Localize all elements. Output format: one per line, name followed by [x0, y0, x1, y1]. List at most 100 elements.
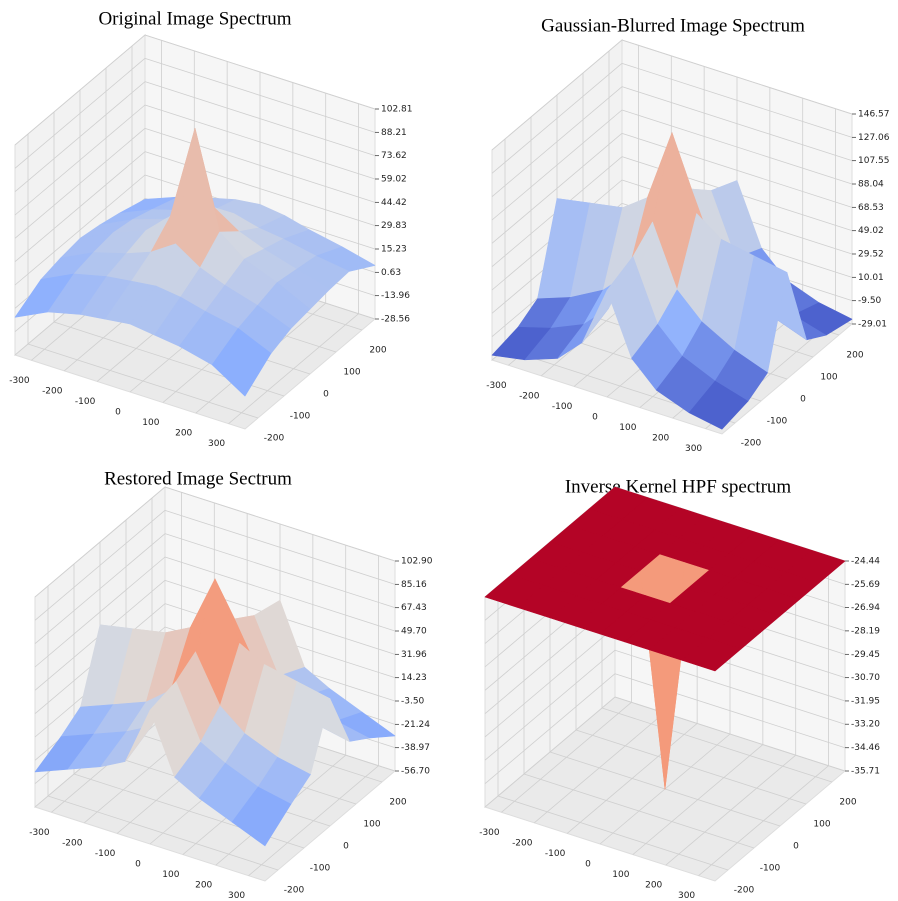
- x-tick-label: 300: [685, 444, 702, 454]
- grid-line: [491, 86, 623, 197]
- grid-line: [491, 63, 623, 174]
- x-tick-label: -100: [545, 849, 566, 859]
- subplot: Restored Image Sectrum -300 -200 -100 0 100 20…: [29, 468, 433, 901]
- z-tick-label: -26.94: [851, 603, 880, 613]
- z-tick-label: -28.56: [381, 315, 410, 325]
- y-tick-label: -100: [767, 417, 788, 427]
- grid-line: [27, 343, 259, 419]
- x-tick-label: 0: [585, 860, 591, 870]
- y-tick-label: 200: [846, 351, 863, 361]
- grid-line: [34, 510, 166, 621]
- y-tick-label: 0: [323, 390, 329, 400]
- y-tick-label: 100: [343, 368, 360, 378]
- subplot: Inverse Kernel HPF spectrum -300 -200 -100 0…: [479, 476, 880, 901]
- x-tick-label: -100: [95, 849, 116, 859]
- x-tick-label: -100: [552, 402, 573, 412]
- grid-line: [144, 127, 376, 203]
- y-tick-label: 100: [820, 373, 837, 383]
- grid-line: [484, 626, 616, 738]
- z-tick-label: 29.52: [858, 249, 884, 259]
- z-tick-label: -24.44: [851, 557, 880, 567]
- surface-patch: [681, 638, 742, 672]
- chart-title: Restored Image Sectrum: [104, 468, 292, 489]
- surface-patch: [231, 786, 292, 847]
- grid-line: [497, 795, 729, 871]
- x-tick-label: 200: [175, 429, 192, 439]
- z-tick-label: 10.01: [858, 273, 884, 283]
- x-tick-label: 100: [612, 870, 629, 880]
- z-tick-label: 102.81: [381, 105, 413, 115]
- grid-line: [491, 109, 623, 221]
- y-tick-label: -100: [760, 864, 781, 874]
- x-tick-label: -200: [62, 838, 83, 848]
- grid-line: [34, 533, 166, 644]
- grid-line: [14, 174, 146, 286]
- z-tick-label: 73.62: [381, 151, 407, 161]
- x-tick-label: 200: [645, 881, 662, 891]
- grid-line: [144, 151, 376, 227]
- z-tick-label: -33.20: [851, 720, 880, 730]
- grid-line: [14, 128, 146, 239]
- grid-line: [164, 509, 396, 585]
- grid-line: [14, 34, 146, 146]
- y-tick-label: -200: [734, 886, 755, 896]
- y-tick-label: -200: [741, 439, 762, 449]
- z-tick-label: 49.02: [858, 226, 884, 236]
- subplot: Gaussian-Blurred Image Spectrum -300 -200 -…: [486, 15, 890, 454]
- grid-line: [164, 556, 396, 632]
- x-tick-label: 300: [228, 891, 245, 901]
- z-tick-label: -29.01: [858, 320, 887, 330]
- z-tick-label: -28.19: [851, 626, 880, 636]
- x-tick-label: -300: [486, 381, 507, 391]
- z-tick-label: -30.70: [851, 673, 880, 683]
- y-tick-label: -200: [284, 886, 305, 896]
- x-tick-label: 100: [619, 423, 636, 433]
- z-tick-label: 107.55: [858, 156, 890, 166]
- z-tick-label: -13.96: [381, 291, 410, 301]
- y-tick-label: 0: [793, 842, 799, 852]
- y-tick-label: 0: [343, 842, 349, 852]
- z-tick-label: -38.97: [401, 743, 430, 753]
- z-tick-label: 49.70: [401, 627, 427, 637]
- z-tick-label: 67.43: [401, 603, 427, 613]
- x-tick-label: -300: [29, 828, 50, 838]
- grid-line: [484, 649, 616, 761]
- grid-line: [14, 81, 146, 192]
- z-tick-label: 68.53: [858, 203, 884, 213]
- z-tick-label: 15.23: [381, 245, 407, 255]
- z-tick-label: -35.71: [851, 767, 880, 777]
- z-tick-label: 0.63: [381, 268, 401, 278]
- z-tick-label: 146.57: [858, 110, 890, 120]
- grid-line: [575, 729, 807, 805]
- grid-line: [14, 151, 146, 262]
- grid-line: [34, 556, 166, 668]
- y-tick-label: 200: [369, 346, 386, 356]
- x-tick-label: 200: [195, 881, 212, 891]
- x-tick-label: 300: [678, 891, 695, 901]
- z-tick-label: 127.06: [858, 133, 890, 143]
- grid-line: [601, 707, 833, 783]
- grid-line: [144, 34, 376, 110]
- z-tick-label: 102.90: [401, 557, 433, 567]
- grid-line: [621, 62, 853, 138]
- chart-title: Gaussian-Blurred Image Spectrum: [541, 15, 805, 36]
- z-tick-label: -9.50: [858, 296, 882, 306]
- y-tick-label: 200: [389, 798, 406, 808]
- grid-line: [47, 795, 279, 871]
- grid-line: [144, 104, 376, 180]
- z-tick-label: -31.95: [851, 696, 880, 706]
- x-tick-label: 0: [115, 408, 121, 418]
- z-tick-label: 88.04: [858, 180, 884, 190]
- grid-line: [14, 104, 146, 216]
- x-tick-label: -200: [42, 386, 63, 396]
- grid-line: [621, 86, 853, 162]
- grid-line: [523, 773, 755, 849]
- x-tick-label: -300: [479, 828, 500, 838]
- z-tick-label: -29.45: [851, 650, 880, 660]
- grid-line: [164, 533, 396, 609]
- x-tick-label: -200: [512, 838, 533, 848]
- chart-title: Original Image Spectrum: [98, 8, 291, 29]
- x-tick-label: -300: [9, 376, 30, 386]
- x-tick-label: -200: [519, 391, 540, 401]
